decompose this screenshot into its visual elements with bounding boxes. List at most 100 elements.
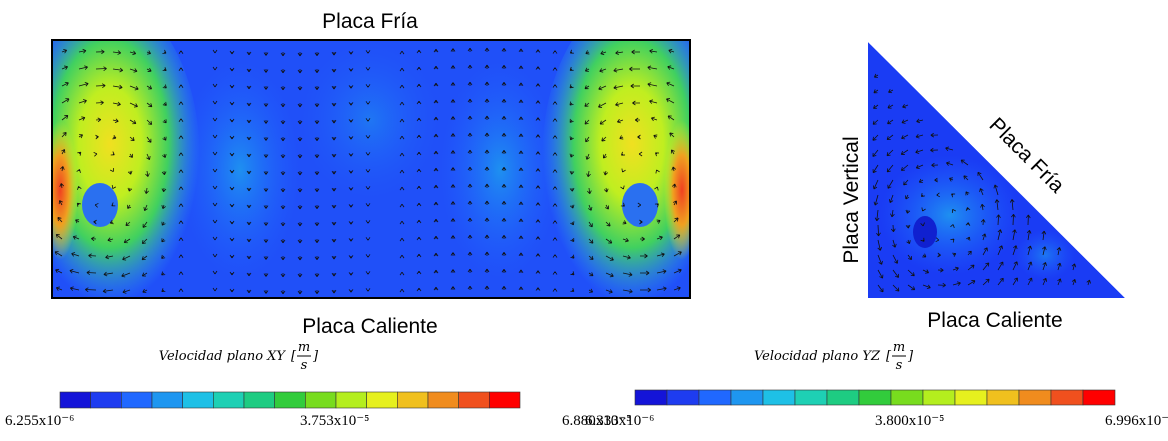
velocity-arrow — [212, 83, 218, 88]
velocity-arrow — [619, 135, 624, 140]
velocity-arrow — [121, 272, 131, 278]
velocity-arrow — [178, 50, 184, 54]
velocity-arrow — [622, 220, 627, 225]
velocity-arrow — [1041, 230, 1047, 241]
velocity-arrow — [141, 272, 148, 277]
velocity-arrow — [450, 286, 456, 290]
velocity-arrow — [570, 254, 575, 259]
velocity-arrow — [314, 52, 320, 56]
velocity-arrow — [229, 135, 235, 140]
velocity-arrow — [450, 184, 456, 188]
velocity-arrow — [263, 137, 269, 141]
velocity-arrow — [112, 134, 117, 140]
velocity-arrow — [484, 132, 490, 137]
colorbar-segment — [59, 391, 91, 409]
velocity-arrow — [467, 166, 473, 171]
colorbar-segment — [366, 391, 398, 409]
velocity-arrow — [246, 204, 252, 209]
velocity-arrow — [212, 49, 218, 54]
velocity-arrow — [518, 82, 524, 87]
velocity-arrow — [1012, 245, 1018, 256]
velocity-arrow — [297, 120, 303, 125]
velocity-arrow — [416, 202, 422, 207]
velocity-arrow — [673, 217, 679, 223]
velocity-arrow — [484, 47, 490, 52]
velocity-arrow — [246, 68, 252, 73]
velocity-arrow — [433, 286, 439, 291]
velocity-arrow — [901, 134, 909, 140]
velocity-arrow — [433, 252, 439, 257]
velocity-arrow — [297, 86, 303, 91]
velocity-arrow — [365, 101, 371, 105]
velocity-arrow — [95, 134, 99, 140]
velocity-arrow — [637, 202, 642, 208]
velocity-arrow — [450, 252, 456, 256]
velocity-arrow — [673, 251, 682, 257]
velocity-arrow — [348, 170, 354, 174]
velocity-arrow — [654, 203, 659, 208]
velocity-arrow — [314, 256, 320, 260]
velocity-arrow — [518, 99, 524, 104]
velocity-arrow — [622, 288, 633, 294]
velocity-arrow — [75, 219, 80, 224]
velocity-arrow — [630, 83, 640, 89]
velocity-arrow — [399, 254, 405, 259]
velocity-arrow — [297, 239, 303, 244]
velocity-arrow — [552, 271, 558, 275]
velocity-arrow — [569, 66, 574, 71]
velocity-arrow — [920, 237, 925, 242]
velocity-arrow — [399, 135, 405, 140]
velocity-arrow — [617, 118, 624, 124]
velocity-arrow — [937, 267, 944, 273]
panel-label: Placa Vertical — [840, 136, 863, 263]
velocity-arrow — [399, 288, 405, 293]
velocity-arrow — [348, 187, 354, 191]
velocity-arrow — [872, 134, 879, 141]
panel-label: Placa Caliente — [302, 315, 437, 338]
velocity-arrow — [874, 209, 880, 222]
velocity-arrow — [570, 221, 575, 226]
velocity-arrow — [535, 168, 541, 172]
velocity-arrow — [1086, 279, 1091, 286]
velocity-arrow — [229, 50, 235, 55]
velocity-arrow — [915, 164, 924, 170]
velocity-arrow — [901, 119, 909, 124]
velocity-arrow — [920, 222, 925, 227]
velocity-arrow — [61, 81, 69, 87]
velocity-arrow — [399, 271, 405, 276]
colorbar-segment — [213, 391, 245, 409]
velocity-arrow — [314, 273, 320, 277]
colorbar-segment — [335, 391, 367, 409]
velocity-arrow — [416, 168, 422, 173]
velocity-arrow — [518, 167, 524, 172]
velocity-arrow — [178, 135, 184, 139]
velocity-arrow — [667, 115, 675, 121]
velocity-arrow — [670, 149, 675, 155]
velocity-arrow — [263, 86, 269, 90]
velocity-arrow — [873, 73, 879, 78]
velocity-arrow — [263, 171, 269, 175]
velocity-arrow — [129, 50, 137, 56]
velocity-arrow — [263, 205, 269, 209]
velocity-arrow — [1057, 278, 1062, 286]
velocity-arrow — [603, 170, 608, 176]
velocity-arrow — [1042, 246, 1047, 256]
velocity-arrow — [552, 50, 558, 54]
velocity-arrow — [433, 201, 439, 206]
velocity-arrow — [246, 102, 252, 107]
velocity-arrow — [886, 164, 894, 173]
velocity-arrow — [128, 153, 133, 158]
velocity-arrow — [586, 170, 591, 178]
velocity-arrow — [314, 120, 320, 124]
velocity-arrow — [78, 134, 83, 139]
velocity-arrow — [1042, 262, 1047, 271]
velocity-arrow — [280, 154, 286, 159]
velocity-arrow — [246, 272, 252, 277]
velocity-arrow — [416, 100, 422, 105]
velocity-arrow — [263, 120, 269, 124]
colorbar-segment — [922, 389, 956, 406]
velocity-arrow — [399, 101, 405, 106]
velocity-arrow — [946, 161, 954, 166]
velocity-arrow — [178, 237, 184, 241]
velocity-arrow — [102, 288, 114, 294]
